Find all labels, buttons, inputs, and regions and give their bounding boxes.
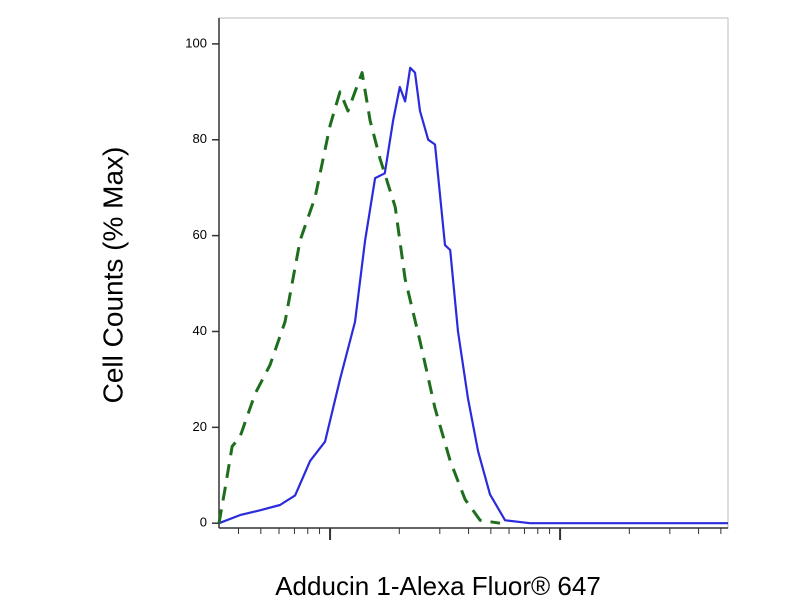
y-tick-label: 20 (193, 419, 207, 434)
y-tick-label: 0 (200, 515, 207, 530)
y-tick-label: 80 (193, 131, 207, 146)
y-tick-label: 100 (185, 35, 207, 50)
series-line (218, 66, 728, 525)
y-axis-label: Cell Counts (% Max) (97, 147, 128, 404)
y-tick-label: 40 (193, 323, 207, 338)
series-line (217, 71, 501, 525)
y-tick-label: 60 (193, 227, 207, 242)
x-axis-label: Adducin 1-Alexa Fluor® 647 (275, 571, 601, 600)
